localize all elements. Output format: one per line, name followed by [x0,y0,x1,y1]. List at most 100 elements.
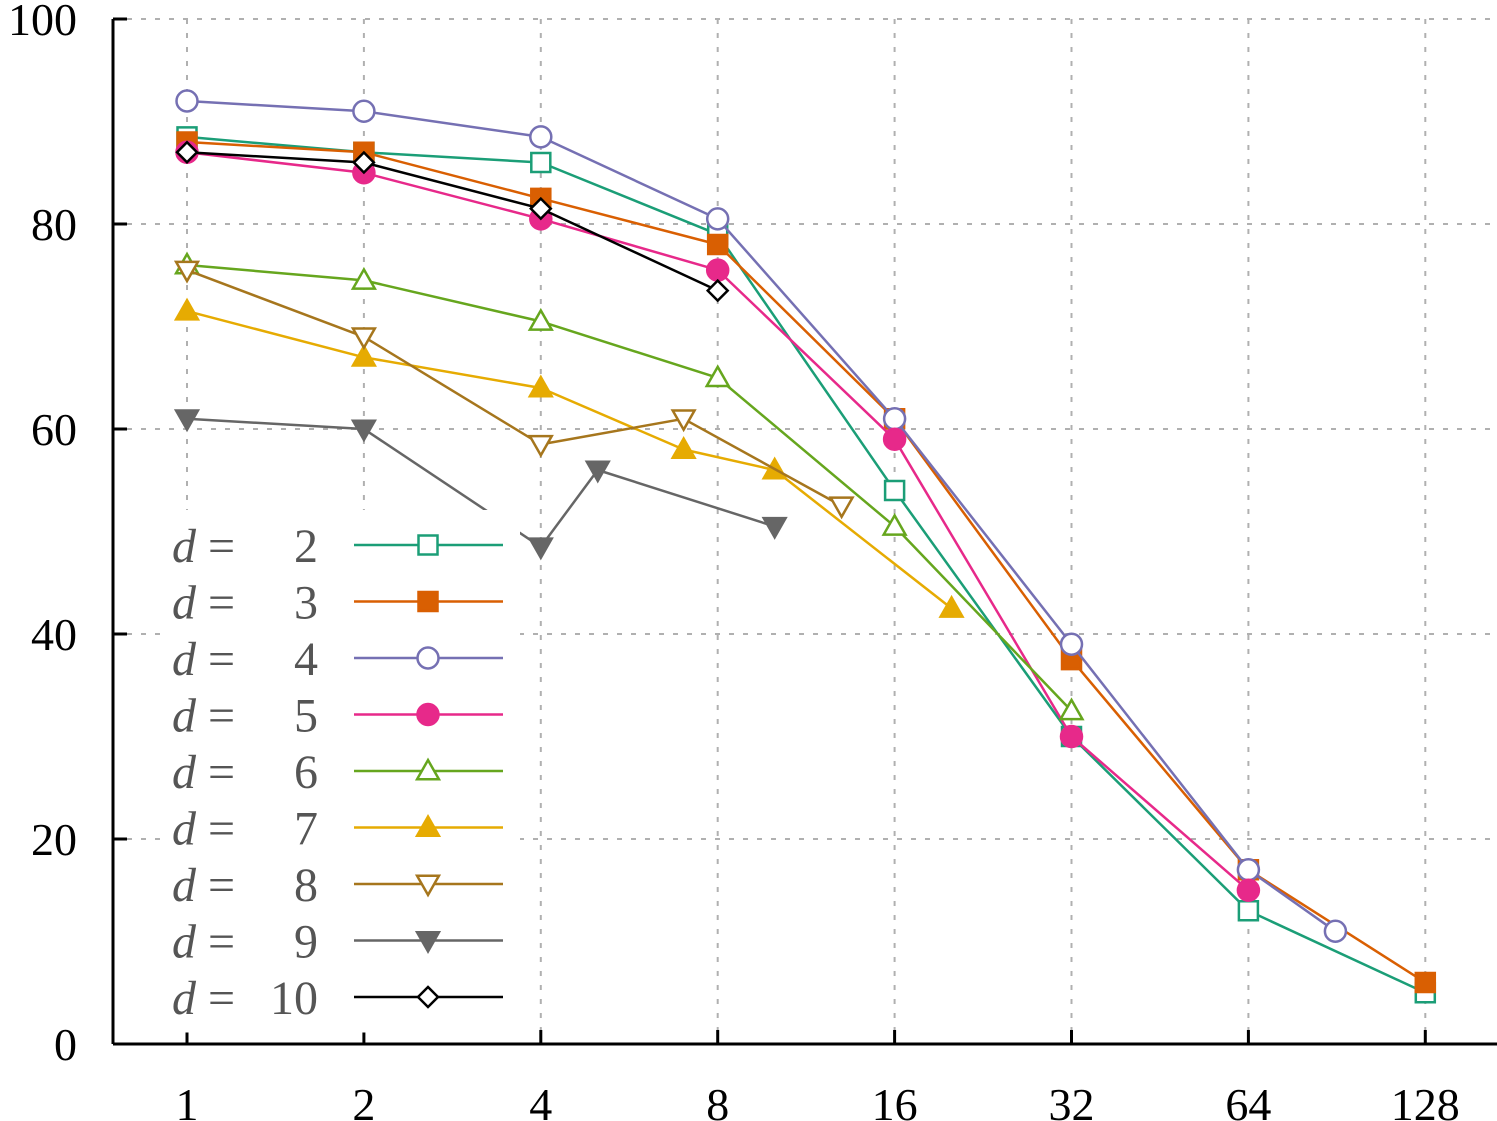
data-point [828,496,855,520]
data-point [1059,724,1084,749]
y-tick-label: 20 [31,814,77,865]
data-point [527,537,554,561]
data-point [1236,858,1261,882]
data-point [882,407,907,431]
data-point [173,297,201,321]
legend-label: d = 5 [172,690,318,743]
series-line [186,263,1073,712]
x-tick-label: 128 [1391,1079,1460,1121]
series-line [186,309,953,610]
data-point [882,427,907,451]
legend-entry-d-2: d = 2 [172,520,503,573]
x-tick-label: 4 [529,1079,552,1121]
axes [111,17,1497,1046]
y-tick-label: 60 [31,404,77,455]
data-point [175,89,199,113]
series-line [186,135,1426,994]
legend-marker [414,874,442,898]
x-tick-label: 8 [706,1079,729,1121]
data-point [350,343,377,367]
legend-marker [417,590,439,613]
series-line [186,151,719,292]
data-point [527,374,554,398]
data-point [705,278,730,303]
data-point [1414,971,1437,994]
data-point [761,516,788,540]
series-d-10 [175,140,730,303]
legend-label: d = 9 [172,916,318,969]
data-point [350,266,377,290]
data-point [705,258,730,282]
legend-label: d = 8 [172,859,318,912]
y-tick-label: 40 [31,609,77,660]
legend-entry-d-7: d = 7 [172,803,503,856]
x-tick-label: 32 [1049,1079,1095,1121]
data-point [1058,697,1085,721]
legend-marker [416,985,440,1009]
legend-entry-d-4: d = 4 [172,633,503,686]
data-point [1237,900,1260,922]
data-point [527,434,554,458]
data-point [670,409,697,433]
data-point [352,150,376,175]
data-point [670,436,697,459]
x-tick-label: 16 [872,1079,918,1121]
data-point [705,207,730,231]
data-point [173,260,201,284]
legend-marker [414,931,442,954]
data-point [350,419,377,443]
legend-entry-d-9: d = 9 [172,916,503,969]
data-point [529,196,553,221]
legend-label: d = 6 [172,746,318,799]
data-point [173,409,201,433]
data-point [881,512,908,536]
x-tick-label: 1 [176,1079,199,1121]
x-tick-label: 64 [1225,1079,1271,1121]
data-point [352,99,376,123]
legend-entry-d-8: d = 8 [172,859,503,912]
series-line [186,140,1426,984]
legend-marker [416,646,440,670]
series-lines [173,89,1437,1004]
data-point [1236,878,1261,902]
legend-label: d = 4 [172,633,318,686]
legend-label: d = 3 [172,577,318,630]
series-d-8 [173,260,855,520]
legend-label: d = 2 [172,520,318,573]
legend: d = 2d = 3d = 4d = 5d = 6d = 7d = 8d = 9… [160,510,520,1033]
legend-label: d = 10 [172,972,318,1025]
x-tick-label: 2 [352,1079,375,1121]
y-tick-label: 100 [8,0,77,45]
data-point [529,125,553,149]
legend-label: d = 7 [172,803,318,856]
legend-marker [416,702,440,727]
legend-entry-d-3: d = 3 [172,577,503,630]
series-d-4 [175,89,1348,943]
data-point [530,151,552,174]
series-d-9 [173,409,788,561]
series-d-6 [173,251,1085,721]
series-d-7 [173,297,965,618]
data-point [938,594,965,618]
series-line [186,268,843,507]
data-point [175,140,199,164]
data-point [1323,919,1348,943]
data-point [883,479,906,502]
legend-entry-d-5: d = 5 [172,690,503,743]
data-point [706,233,729,256]
legend-entry-d-10: d = 10 [172,972,503,1025]
data-point [350,327,377,351]
data-point [1059,632,1084,656]
data-point [584,460,611,484]
legend-marker [417,534,439,556]
tick-labels: 0 20 40 60 80 100 1 2 4 8 16 32 64 128 [8,0,1460,1121]
data-point [527,307,554,331]
legend-marker [414,757,442,781]
legend-marker [414,814,442,837]
y-tick-label: 0 [54,1019,77,1070]
legend-entry-d-6: d = 6 [172,746,503,799]
y-tick-label: 80 [31,199,77,250]
data-point [704,364,731,388]
series-line [186,99,1337,933]
